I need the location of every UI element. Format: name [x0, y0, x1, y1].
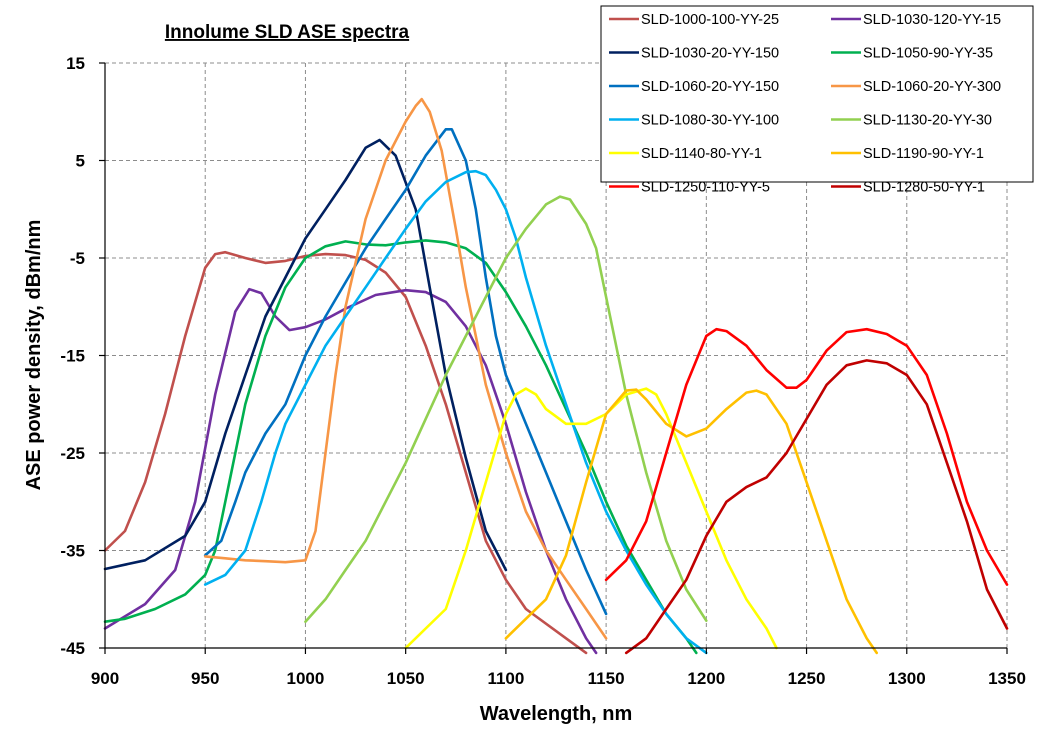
x-tick-label: 1100 [487, 669, 524, 688]
series-line-SLD-1000-100-YY-25 [103, 250, 588, 655]
y-tick-label: -35 [60, 542, 85, 561]
legend-label: SLD-1060-20-YY-300 [863, 79, 1001, 95]
x-tick-label: 1000 [287, 669, 325, 688]
x-axis-title: Wavelength, nm [480, 703, 633, 725]
legend-label: SLD-1280-50-YY-1 [863, 180, 985, 196]
series-line-SLD-1060-20-YY-300 [203, 97, 608, 640]
series-line-SLD-1250-110-YY-5 [604, 327, 1009, 586]
y-tick-label: -15 [60, 347, 85, 366]
x-tick-label: 950 [191, 669, 219, 688]
x-tick-label: 900 [91, 669, 119, 688]
legend-label: SLD-1130-20-YY-30 [863, 113, 992, 129]
legend-box [600, 5, 1034, 183]
legend-label: SLD-1000-100-YY-25 [641, 12, 779, 28]
x-tick-label: 1300 [888, 669, 926, 688]
series-line-SLD-1140-80-YY-1 [404, 387, 778, 650]
series-line-SLD-1080-30-YY-100 [203, 169, 708, 655]
y-tick-label: -45 [60, 639, 85, 658]
y-tick-label: 5 [76, 152, 85, 171]
series-line-SLD-1060-20-YY-150 [203, 128, 608, 616]
series-layer [103, 97, 1009, 655]
series-line-SLD-1280-50-YY-1 [624, 359, 1009, 655]
x-tick-label: 1250 [788, 669, 826, 688]
series-line-SLD-1190-90-YY-1 [504, 388, 878, 655]
y-tick-label: 15 [66, 54, 85, 73]
x-tick-label: 1050 [387, 669, 425, 688]
x-tick-label: 1200 [687, 669, 725, 688]
legend-label: SLD-1030-20-YY-150 [641, 46, 779, 62]
x-tick-label: 1150 [588, 669, 625, 688]
y-tick-label: -25 [60, 444, 85, 463]
y-axis-title: ASE power density, dBm/nm [23, 220, 45, 491]
series-line-SLD-1130-20-YY-30 [304, 195, 708, 623]
x-tick-label: 1350 [988, 669, 1026, 688]
series-line-SLD-1030-20-YY-150 [103, 138, 508, 572]
legend-label: SLD-1250-110-YY-5 [641, 180, 770, 196]
legend-label: SLD-1080-30-YY-100 [641, 113, 779, 129]
legend-label: SLD-1140-80-YY-1 [641, 146, 762, 162]
legend-label: SLD-1190-90-YY-1 [863, 146, 984, 162]
y-tick-label: -5 [70, 249, 85, 268]
legend-label: SLD-1050-90-YY-35 [863, 46, 993, 62]
series-line-SLD-1050-90-YY-35 [103, 239, 698, 655]
legend-label: SLD-1060-20-YY-150 [641, 79, 779, 95]
chart-title: Innolume SLD ASE spectra [165, 22, 410, 43]
axes-layer: 900 950 1000 1050 1100 1150 1200 1250 1300 1350 15… [60, 54, 1025, 688]
legend-label: SLD-1030-120-YY-15 [863, 12, 1001, 28]
legend: SLD-1000-100-YY-25 SLD-1030-120-YY-15 SLD-… [600, 5, 1034, 196]
